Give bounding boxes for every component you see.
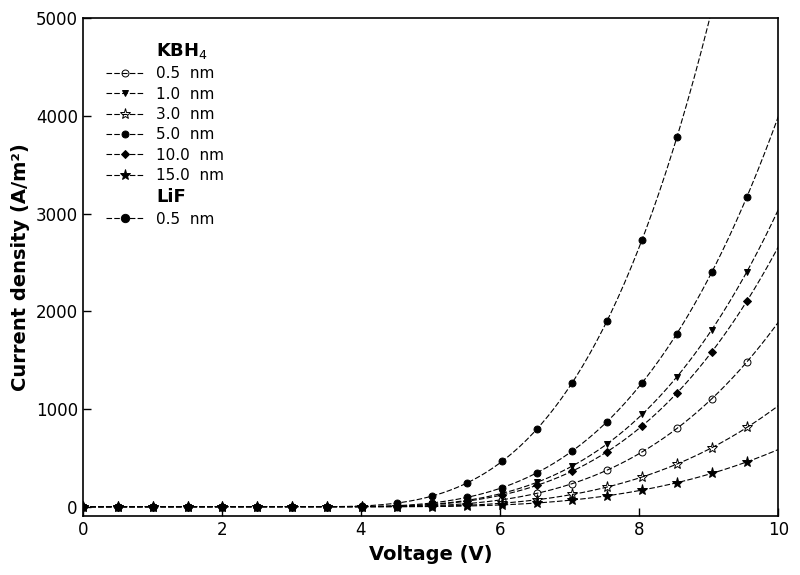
Y-axis label: Current density (A/m²): Current density (A/m²) <box>11 143 30 391</box>
Legend: KBH$_4$, 0.5  nm, 1.0  nm, 3.0  nm, 5.0  nm, 10.0  nm, 15.0  nm, LiF, 0.5  nm: KBH$_4$, 0.5 nm, 1.0 nm, 3.0 nm, 5.0 nm,… <box>98 33 232 235</box>
X-axis label: Voltage (V): Voltage (V) <box>369 545 492 564</box>
